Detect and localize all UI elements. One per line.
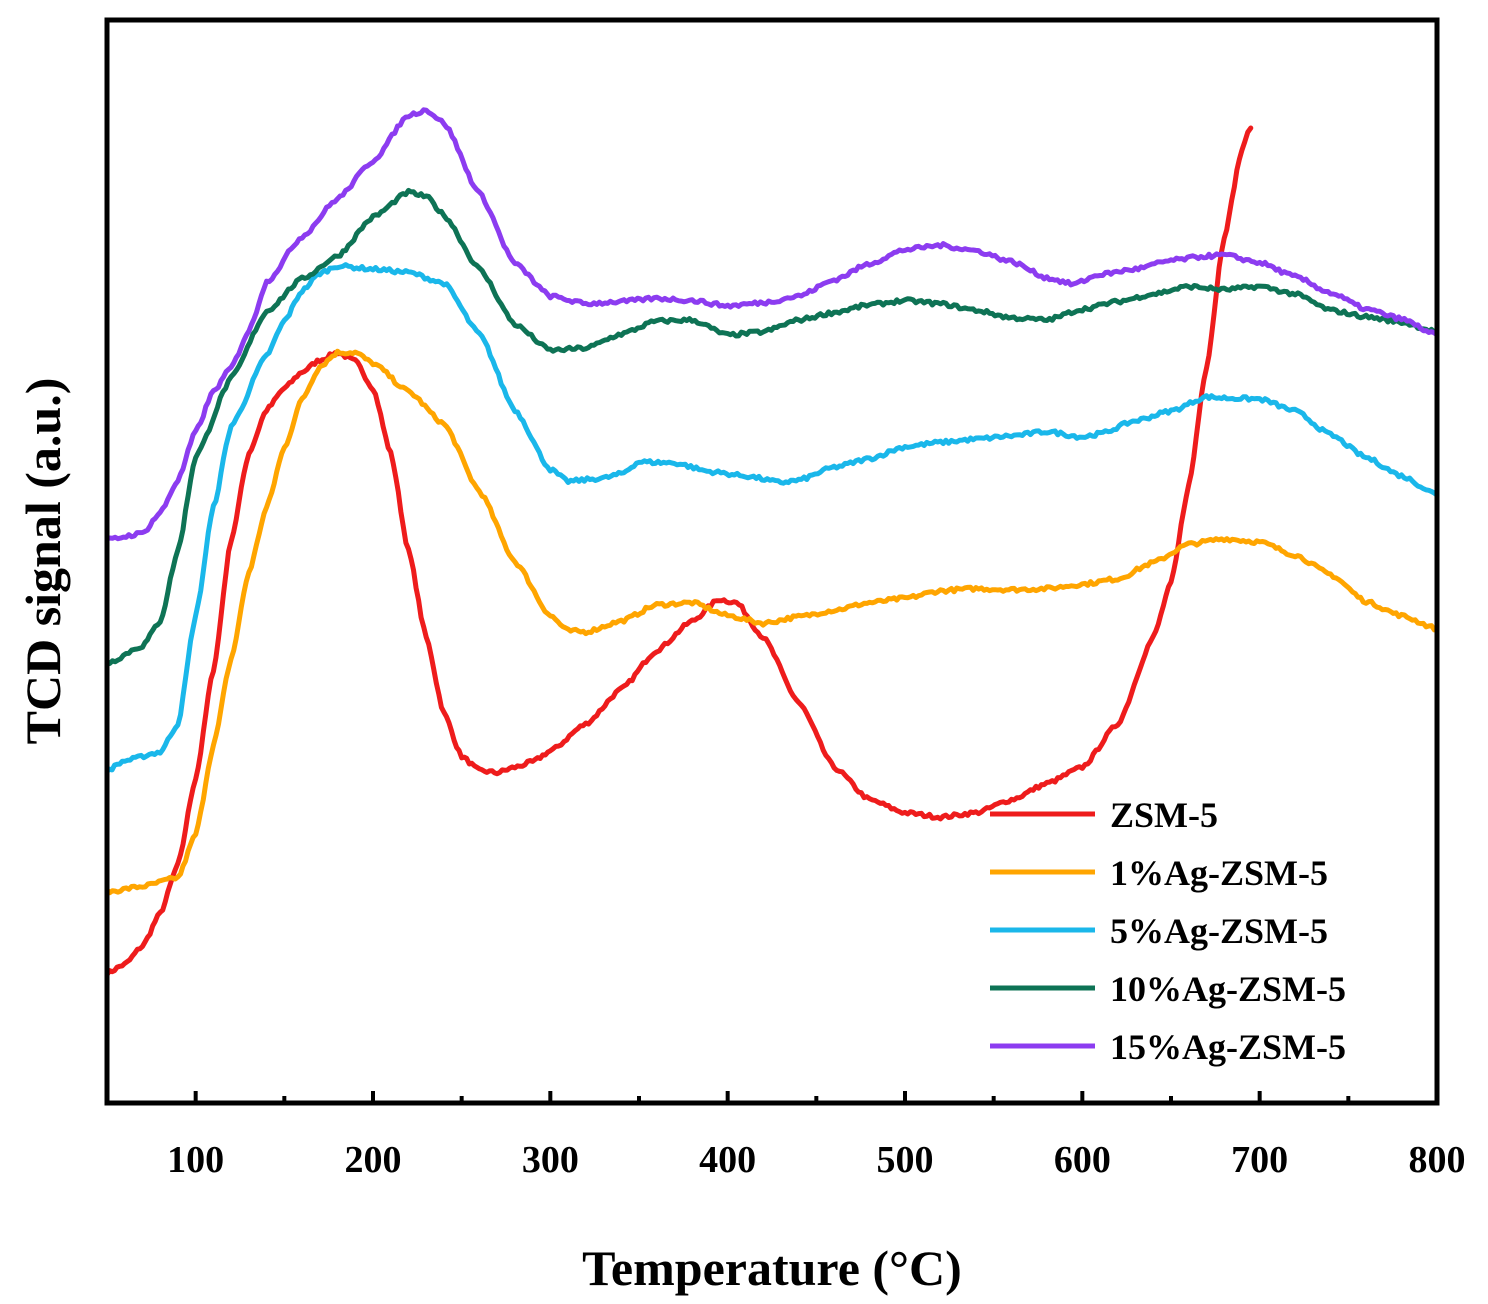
legend: ZSM-5 1%Ag-ZSM-5 5%Ag-ZSM-5 10%Ag-ZSM-5 15%A… bbox=[990, 795, 1346, 1067]
legend-label-10-ag-zsm-5: 10%Ag-ZSM-5 bbox=[1110, 969, 1346, 1009]
x-tick-label-500: 500 bbox=[877, 1139, 934, 1181]
plot-frame bbox=[104, 17, 1440, 1106]
series-layer bbox=[104, 107, 1440, 978]
x-tick-label-100: 100 bbox=[167, 1139, 224, 1181]
x-tick-label-700: 700 bbox=[1231, 1139, 1288, 1181]
y-axis-title: TCD signal (a.u.) bbox=[15, 378, 71, 745]
series-line-zsm-5 bbox=[104, 125, 1254, 978]
x-tick-label-600: 600 bbox=[1054, 1139, 1111, 1181]
legend-label-5-ag-zsm-5: 5%Ag-ZSM-5 bbox=[1110, 911, 1328, 951]
x-tick-label-300: 300 bbox=[522, 1139, 579, 1181]
series-line-10-ag-zsm-5 bbox=[104, 187, 1440, 667]
x-tick-label-200: 200 bbox=[345, 1139, 402, 1181]
legend-label-1-ag-zsm-5: 1%Ag-ZSM-5 bbox=[1110, 853, 1328, 893]
legend-label-15-ag-zsm-5: 15%Ag-ZSM-5 bbox=[1110, 1027, 1346, 1067]
series-line-15-ag-zsm-5 bbox=[104, 107, 1440, 542]
x-tick-label-400: 400 bbox=[699, 1139, 756, 1181]
series-line-1-ag-zsm-5 bbox=[104, 348, 1440, 896]
x-ticks: 100 200 300 400 500 600 700 800 bbox=[167, 1091, 1466, 1181]
series-line-5-ag-zsm-5 bbox=[104, 262, 1440, 774]
x-tick-label-800: 800 bbox=[1409, 1139, 1466, 1181]
x-axis-title: Temperature (°C) bbox=[582, 1240, 962, 1296]
legend-label-zsm-5: ZSM-5 bbox=[1110, 795, 1218, 835]
